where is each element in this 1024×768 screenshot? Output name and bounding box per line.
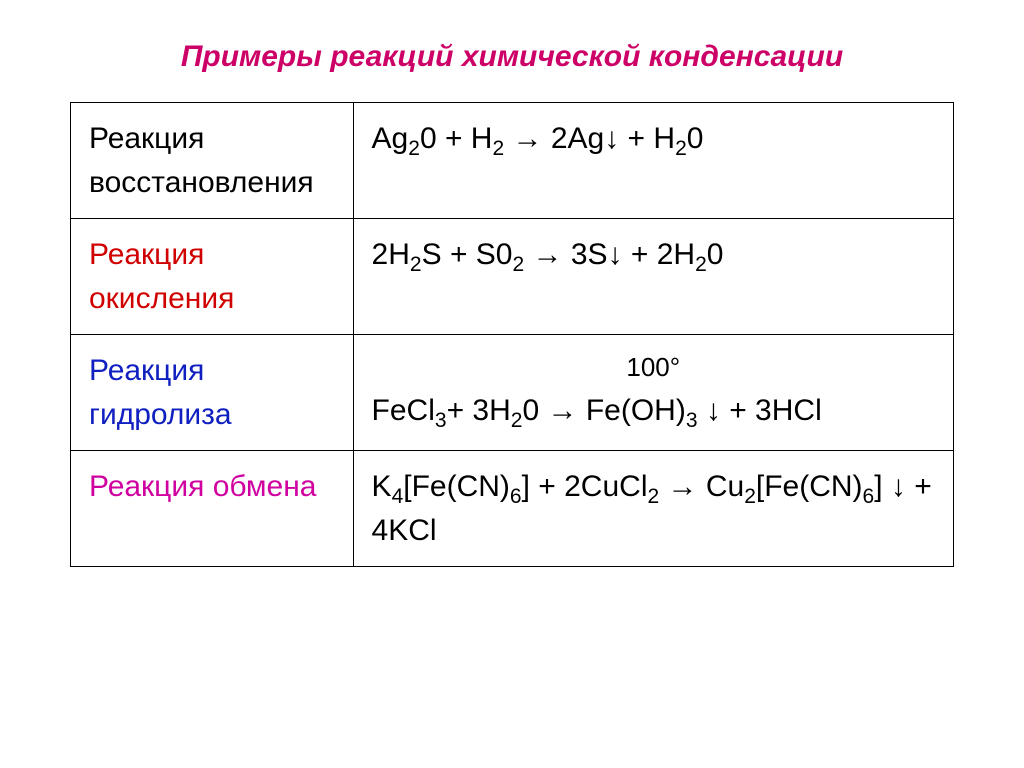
reaction-formula: Ag20 + H2 → 2Ag↓ + H20 [353, 103, 953, 219]
reactions-tbody: Реакция восстановленияAg20 + H2 → 2Ag↓ +… [71, 103, 954, 567]
reaction-formula: 2H2S + S02 → 3S↓ + 2H20 [353, 219, 953, 335]
table-row: Реакция окисления2H2S + S02 → 3S↓ + 2H20 [71, 219, 954, 335]
reaction-label: Реакция гидролиза [71, 335, 354, 451]
reaction-formula: K4[Fe(CN)6] + 2CuCl2 → Cu2[Fe(CN)6] ↓ + … [353, 451, 953, 567]
reaction-label: Реакция окисления [71, 219, 354, 335]
table-row: Реакция восстановленияAg20 + H2 → 2Ag↓ +… [71, 103, 954, 219]
table-row: Реакция обменаK4[Fe(CN)6] + 2CuCl2 → Cu2… [71, 451, 954, 567]
reaction-label: Реакция обмена [71, 451, 354, 567]
reaction-label: Реакция восстановления [71, 103, 354, 219]
slide: Примеры реакций химической конденсации Р… [0, 0, 1024, 768]
reactions-table: Реакция восстановленияAg20 + H2 → 2Ag↓ +… [70, 102, 954, 567]
table-row: Реакция гидролиза100°FeCl3+ 3H20 → Fe(OH… [71, 335, 954, 451]
slide-title: Примеры реакций химической конденсации [70, 40, 954, 74]
reaction-formula: 100°FeCl3+ 3H20 → Fe(OH)3 ↓ + 3HCl [353, 335, 953, 451]
